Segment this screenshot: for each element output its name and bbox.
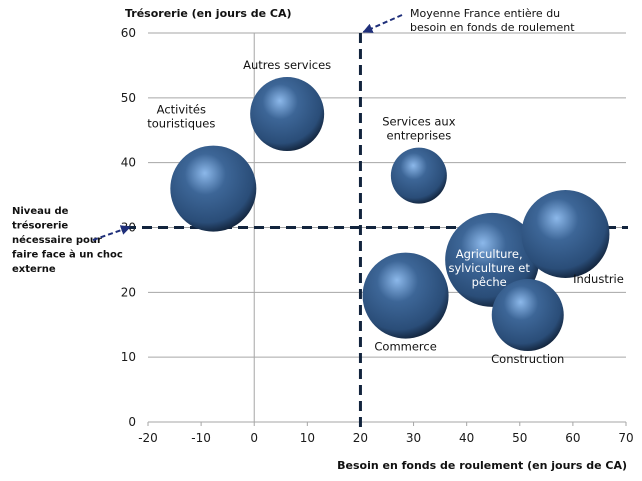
bubble <box>491 279 564 352</box>
bubbles <box>170 77 610 352</box>
y-tick-label: 60 <box>121 26 136 40</box>
y-tick-label: 50 <box>121 91 136 105</box>
x-tick-label: 50 <box>512 431 527 445</box>
bubble-label-line: Autres services <box>243 58 331 72</box>
x-tick-label: 60 <box>565 431 580 445</box>
bubble <box>390 147 447 204</box>
y-tick-label: 20 <box>121 285 136 299</box>
y-tick-label: 40 <box>121 156 136 170</box>
bubble-label: Agriculture, sylviculture et pêche <box>448 247 530 289</box>
bubble <box>170 145 257 232</box>
x-tick-label: 30 <box>406 431 421 445</box>
annotation-average-bfr: Moyenne France entière du besoin en fonds… <box>410 7 575 34</box>
bubble-label-line: Industrie <box>573 272 624 286</box>
annotations: Moyenne France entière du besoin en fonds… <box>12 7 575 275</box>
x-tick-label: -10 <box>191 431 211 445</box>
bubble-label: Services aux entreprises <box>382 115 455 143</box>
bubble-label-line: touristiques <box>147 117 215 131</box>
x-axis-title: Besoin en fonds de roulement (en jours d… <box>337 459 627 472</box>
bubble-label-line: pêche <box>472 275 507 289</box>
annotation-line: Moyenne France entière du <box>410 7 560 20</box>
bubble-labels: Activités touristiques Autres services Serv… <box>147 58 624 366</box>
bubble-label-line: Commerce <box>374 340 436 354</box>
bubble-label: Construction <box>491 352 564 366</box>
x-tick-label: -20 <box>138 431 158 445</box>
bubble-label-line: Services aux <box>382 115 455 129</box>
bubble <box>250 77 325 152</box>
bubble-label-line: Agriculture, <box>456 247 523 261</box>
bubble-label-line: Construction <box>491 352 564 366</box>
x-tick-label: 70 <box>618 431 633 445</box>
bubble-label-line: entreprises <box>387 129 452 143</box>
bubble-label: Industrie <box>573 272 624 286</box>
y-tick-label: 0 <box>128 415 136 429</box>
y-tick-label: 10 <box>121 350 136 364</box>
bubble <box>521 189 610 278</box>
bubble-label-line: sylviculture et <box>448 261 530 275</box>
bubble <box>362 252 449 339</box>
bubble-label-line: Activités <box>157 103 206 117</box>
annotation-line: externe <box>12 264 56 275</box>
x-tick-label: 0 <box>250 431 258 445</box>
x-tick-label: 10 <box>300 431 315 445</box>
annotation-arrow <box>92 225 131 241</box>
annotation-arrow <box>362 14 403 33</box>
annotation-line: nécessaire pour <box>12 234 102 246</box>
annotation-line: besoin en fonds de roulement <box>410 21 575 34</box>
annotation-line: Niveau de <box>12 206 69 217</box>
y-axis-title: Trésorerie (en jours de CA) <box>125 7 292 20</box>
bubble-label: Autres services <box>243 58 331 72</box>
x-tick-label: 40 <box>459 431 474 445</box>
annotation-line: trésorerie <box>12 220 68 232</box>
annotation-line: faire face à un choc <box>12 249 123 261</box>
bubble-label: Commerce <box>374 340 436 354</box>
bubble-label: Activités touristiques <box>147 103 215 131</box>
x-tick-label: 20 <box>353 431 368 445</box>
annotation-threshold: Niveau de trésorerie nécessaire pour faire … <box>12 206 123 275</box>
